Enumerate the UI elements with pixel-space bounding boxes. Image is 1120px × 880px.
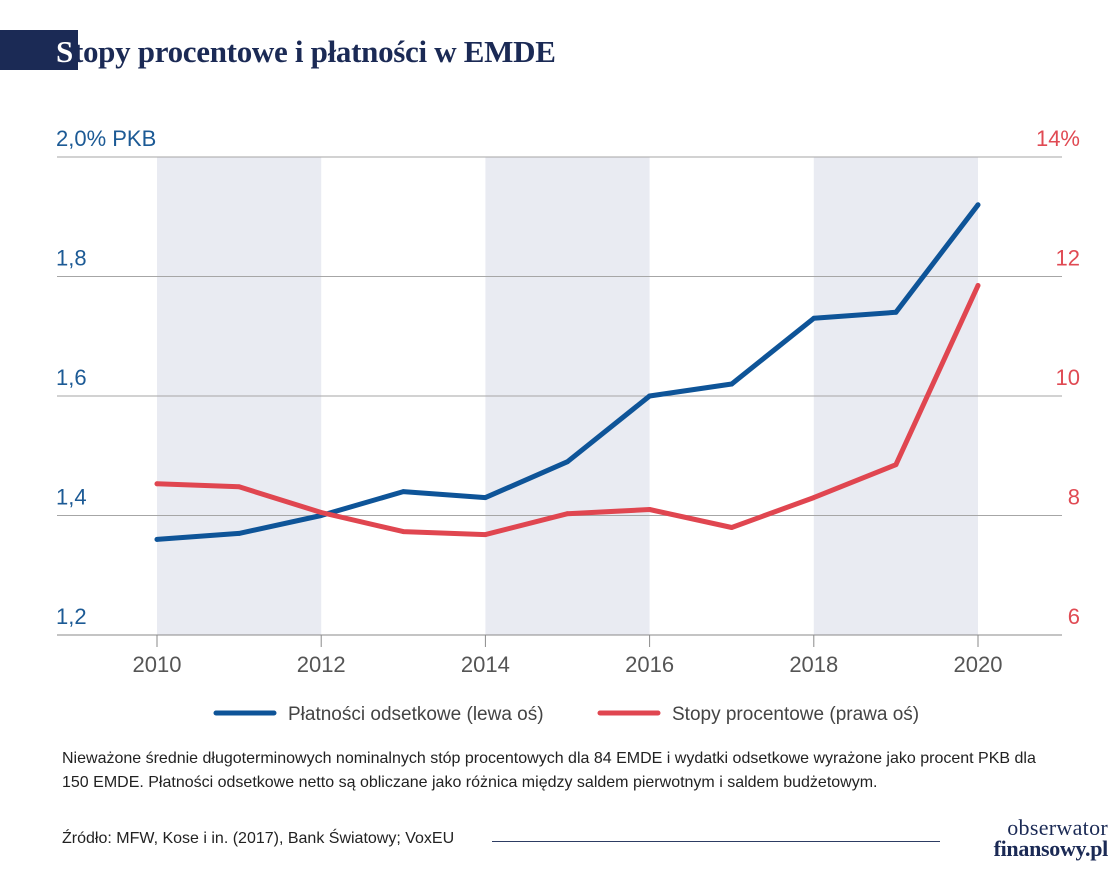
- publisher-logo: obserwator finansowy.pl: [948, 815, 1109, 861]
- series-1-point-10: [975, 283, 981, 288]
- left-axis-label-4: 2,0% PKB: [56, 126, 156, 151]
- title-first-letter: S: [56, 34, 73, 69]
- series-1-point-2: [318, 510, 324, 515]
- left-axis-label-1: 1,4: [56, 485, 87, 510]
- series-1-point-3: [400, 529, 406, 535]
- logo-line-2: finansowy.pl: [993, 836, 1109, 861]
- left-axis-label-0: 1,2: [56, 604, 87, 629]
- right-axis-label-2: 10: [1056, 365, 1080, 390]
- series-1-point-1: [236, 484, 242, 490]
- series-0-point-1: [236, 531, 242, 536]
- series-0-point-7: [729, 381, 735, 387]
- left-axis-label-3: 1,8: [56, 246, 87, 271]
- series-0-point-5: [565, 459, 570, 465]
- legend-label-0: Płatności odsetkowe (lewa oś): [288, 704, 544, 725]
- series-1-point-5: [565, 511, 570, 517]
- chart-note: Nieważone średnie długoterminowych nomin…: [62, 750, 1036, 791]
- series-1-point-8: [811, 495, 817, 500]
- right-axis-label-1: 8: [1068, 485, 1080, 510]
- series-1-point-4: [483, 532, 488, 538]
- series-0-point-4: [483, 495, 488, 500]
- series-0-point-10: [975, 202, 981, 208]
- series-0-point-9: [893, 309, 899, 315]
- legend-label-1: Stopy procentowe (prawa oś): [672, 704, 919, 725]
- right-axis-label-0: 6: [1068, 604, 1080, 629]
- x-tick-label-4: 2018: [789, 652, 838, 677]
- series-0-point-8: [811, 315, 817, 321]
- logo-line-1: obserwator: [1007, 815, 1108, 840]
- series-1-point-0: [154, 481, 160, 487]
- left-axis-label-2: 1,6: [56, 365, 87, 390]
- right-axis-label-3: 12: [1056, 246, 1080, 271]
- series-0-point-0: [154, 537, 160, 542]
- title-rest: topy procentowe i płatności w EMDE: [72, 34, 556, 69]
- x-tick-label-5: 2020: [954, 652, 1003, 677]
- source-text: Źródło: MFW, Kose i in. (2017), Bank Świ…: [62, 830, 455, 847]
- series-0-point-3: [400, 489, 406, 494]
- series-1-point-7: [729, 525, 735, 530]
- title-accent-bar: [0, 30, 78, 70]
- series-1-point-6: [647, 507, 652, 512]
- x-tick-label-1: 2012: [297, 652, 346, 677]
- right-axis-label-4: 14%: [1036, 126, 1080, 151]
- chart: 2010 2012 2014 2016 2018 2020 1,2 1,4 1,6 1,8 2,0%…: [56, 126, 1080, 725]
- x-tick-label-3: 2016: [625, 652, 674, 677]
- series-1-point-9: [893, 462, 899, 468]
- series-0-point-6: [647, 393, 652, 399]
- x-tick-label-0: 2010: [133, 652, 182, 677]
- x-tick-label-2: 2014: [461, 652, 510, 677]
- source-divider: [492, 841, 940, 842]
- page-title: Stopy procentowe i płatności w EMDE: [56, 30, 556, 74]
